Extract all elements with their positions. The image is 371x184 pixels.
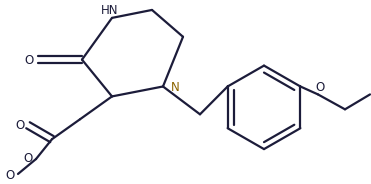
- Text: N: N: [171, 81, 179, 94]
- Text: O: O: [15, 119, 24, 132]
- Text: O: O: [24, 54, 34, 67]
- Text: O: O: [23, 152, 33, 164]
- Text: O: O: [315, 81, 325, 94]
- Text: O: O: [5, 169, 14, 182]
- Text: HN: HN: [101, 4, 119, 17]
